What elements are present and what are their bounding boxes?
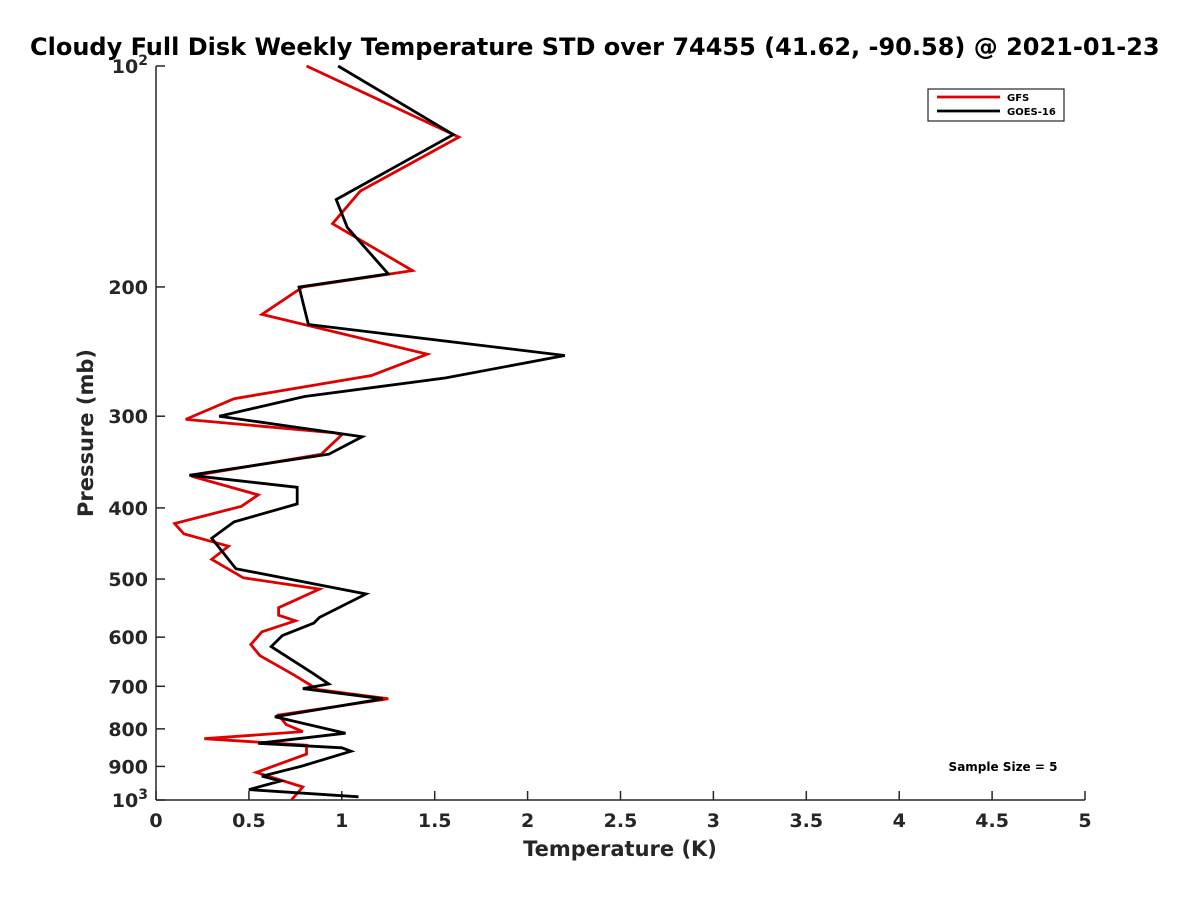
- x-tick-label: 2: [521, 810, 534, 832]
- legend-label-gfs: GFS: [1007, 93, 1029, 104]
- series-lines: [172, 64, 566, 801]
- y-tick-label: 102: [112, 53, 148, 78]
- y-tick-label: 300: [108, 406, 148, 428]
- y-tick-label: 400: [108, 498, 148, 520]
- sample-size-annotation: Sample Size = 5: [949, 760, 1058, 774]
- x-tick-label: 1.5: [418, 810, 452, 832]
- x-tick-label: 1: [335, 810, 348, 832]
- y-tick-label: 500: [108, 569, 148, 591]
- y-tick-label: 800: [108, 719, 148, 741]
- y-tick-label: 700: [108, 676, 148, 698]
- x-tick-label: 3: [707, 810, 720, 832]
- chart-title: Cloudy Full Disk Weekly Temperature STD …: [30, 33, 1160, 61]
- x-axis-label: Temperature (K): [523, 837, 717, 861]
- x-tick-label: 3.5: [789, 810, 823, 832]
- series-line-gfs: [172, 64, 462, 801]
- y-tick-label: 200: [108, 277, 148, 299]
- axes: 0 0.5 1 1.5 2 2.5 3 3.5 4 4.5 5 102 200 300 400 500 600 7…: [108, 53, 1091, 832]
- legend: GFS GOES-16: [927, 88, 1065, 122]
- y-tick-label: 103: [112, 787, 148, 812]
- legend-box: [927, 88, 1065, 122]
- x-tick-label: 4: [893, 810, 906, 832]
- y-axis-label: Pressure (mb): [74, 349, 98, 517]
- x-tick-label: 5: [1078, 810, 1091, 832]
- y-tick-label: 900: [108, 756, 148, 778]
- x-tick-label: 0.5: [232, 810, 266, 832]
- x-tick-label: 4.5: [975, 810, 1009, 832]
- x-tick-label: 0: [149, 810, 162, 832]
- legend-label-goes-16: GOES-16: [1007, 107, 1056, 118]
- x-tick-label: 2.5: [604, 810, 638, 832]
- y-tick-label: 600: [108, 627, 148, 649]
- series-line-goes-16: [189, 64, 566, 799]
